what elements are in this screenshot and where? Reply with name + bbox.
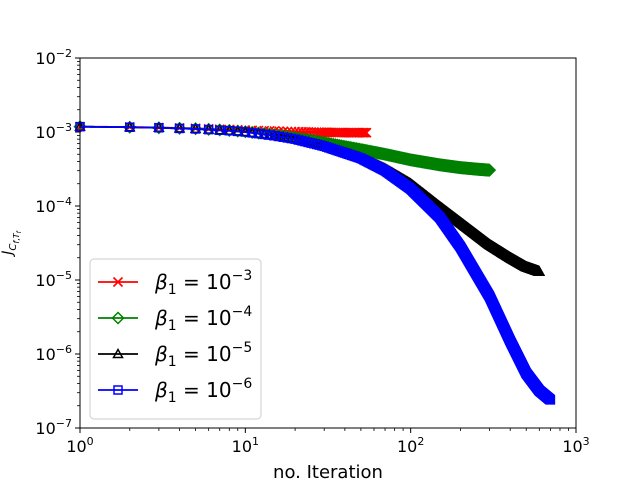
series-markers <box>75 121 556 405</box>
data-point-marker <box>358 127 369 138</box>
data-point-marker <box>300 136 310 147</box>
legend-box <box>89 258 262 420</box>
legend-item: β1 = 10−3 <box>98 268 252 298</box>
legend-label: β1 = 10−5 <box>154 340 252 370</box>
x-axis-label: no. Iteration <box>273 462 383 480</box>
legend-item: β1 = 10−4 <box>98 304 252 334</box>
data-point-marker <box>240 127 251 137</box>
x-tick-label: 101 <box>232 435 259 456</box>
data-point-marker <box>264 130 275 140</box>
y-tick-label: 10−7 <box>35 417 72 438</box>
plot-area <box>73 120 556 405</box>
legend-item: β1 = 10−6 <box>98 376 252 406</box>
y-tick-label: 10−3 <box>35 121 72 142</box>
legend-marker <box>112 347 124 359</box>
data-point-marker <box>533 265 546 276</box>
legend-marker <box>112 276 124 288</box>
data-point-marker <box>360 127 371 138</box>
data-point-marker <box>545 395 556 405</box>
x-tick-label: 103 <box>562 435 589 456</box>
data-point-marker <box>174 123 185 134</box>
data-point-marker <box>361 127 372 138</box>
data-point-marker <box>247 128 257 138</box>
legend: β1 = 10−3 β1 = 10−4 β1 = 10−5 β1 = 10−6 <box>89 258 262 420</box>
data-point-marker <box>297 136 307 146</box>
x-tick-label: 100 <box>66 435 93 456</box>
data-point-marker <box>482 163 497 177</box>
data-point-marker <box>253 128 264 139</box>
data-point-marker <box>154 123 164 133</box>
x-tick-label: 102 <box>397 435 424 456</box>
series-4 <box>75 121 556 405</box>
legend-item: β1 = 10−5 <box>98 340 252 370</box>
legend-label: β1 = 10−6 <box>154 376 252 406</box>
data-point-marker <box>203 124 214 135</box>
data-point-marker <box>357 127 368 138</box>
legend-label: β1 = 10−4 <box>154 304 252 334</box>
y-axis-label: JCf,Tf <box>0 230 23 257</box>
data-point-marker <box>125 122 135 132</box>
y-tick-label: 10−6 <box>35 343 72 364</box>
data-point-marker <box>190 124 201 134</box>
legend-marker <box>111 311 125 325</box>
y-tick-label: 10−4 <box>35 195 72 216</box>
data-point-marker <box>259 129 269 140</box>
data-point-marker <box>214 125 225 135</box>
legend-marker <box>113 385 123 395</box>
y-tick-label: 10−5 <box>35 269 72 290</box>
axes-frame <box>79 57 577 429</box>
y-tick-label: 10−2 <box>35 47 72 68</box>
legend-label: β1 = 10−3 <box>154 268 252 298</box>
x-axis-ticks: 100 101 102 103 <box>66 428 590 456</box>
